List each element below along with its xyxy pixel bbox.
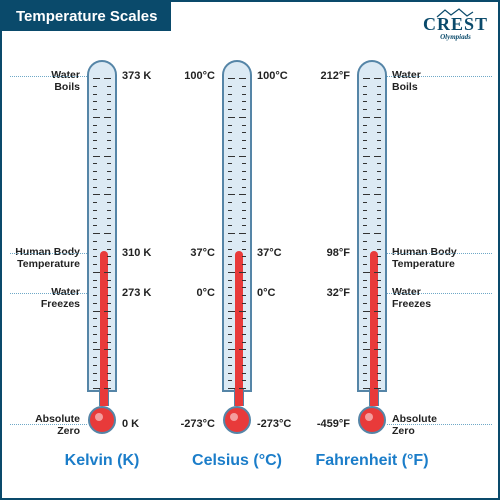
val-fahrenheit-freeze: 32°F [327, 287, 350, 299]
val-celsius-left-boil: 100°C [184, 70, 215, 82]
diagram-stage: WaterBoils WaterBoils Human BodyTemperatur… [2, 50, 498, 472]
brand-logo: CREST Olympiads [423, 8, 488, 41]
leader-right-body [387, 253, 492, 254]
ref-label-right-boil: WaterBoils [392, 69, 421, 93]
val-celsius-left-body: 37°C [190, 247, 215, 259]
ref-label-left-abszero: AbsoluteZero [35, 413, 80, 437]
val-celsius-right-boil: 100°C [257, 70, 288, 82]
ref-label-left-boil: WaterBoils [51, 69, 80, 93]
ref-label-right-abszero: AbsoluteZero [392, 413, 437, 437]
val-fahrenheit-boil: 212°F [321, 70, 350, 82]
val-kelvin-body: 310 K [122, 247, 151, 259]
val-fahrenheit-body: 98°F [327, 247, 350, 259]
ref-label-left-body: Human BodyTemperature [15, 246, 80, 270]
title-bar: Temperature Scales [2, 2, 171, 31]
thermometer-kelvin [87, 60, 117, 392]
logo-sub: Olympiads [423, 33, 488, 41]
leader-right-boil [387, 76, 492, 77]
ref-label-right-body: Human BodyTemperature [392, 246, 457, 270]
scale-name-kelvin: Kelvin (K) [32, 452, 172, 470]
thermometer-fahrenheit [357, 60, 387, 392]
logo-main: CREST [423, 14, 488, 34]
val-kelvin-freeze: 273 K [122, 287, 151, 299]
leader-left-boil [10, 76, 87, 77]
scale-name-fahrenheit: Fahrenheit (°F) [302, 452, 442, 470]
val-kelvin-boil: 373 K [122, 70, 151, 82]
val-celsius-right-body: 37°C [257, 247, 282, 259]
thermometer-celsius [222, 60, 252, 392]
val-celsius-right-freeze: 0°C [257, 287, 275, 299]
ref-label-left-freeze: WaterFreezes [41, 286, 80, 310]
leader-left-freeze [10, 293, 87, 294]
leader-right-abszero [387, 424, 492, 425]
val-celsius-right-abszero: -273°C [257, 418, 291, 430]
val-kelvin-abszero: 0 K [122, 418, 139, 430]
page-title: Temperature Scales [16, 8, 157, 25]
scale-name-celsius: Celsius (°C) [167, 452, 307, 470]
val-celsius-left-freeze: 0°C [197, 287, 215, 299]
val-celsius-left-abszero: -273°C [181, 418, 215, 430]
leader-right-freeze [387, 293, 492, 294]
val-fahrenheit-abszero: -459°F [317, 418, 350, 430]
leader-left-body [10, 253, 87, 254]
ref-label-right-freeze: WaterFreezes [392, 286, 431, 310]
leader-left-abszero [10, 424, 87, 425]
